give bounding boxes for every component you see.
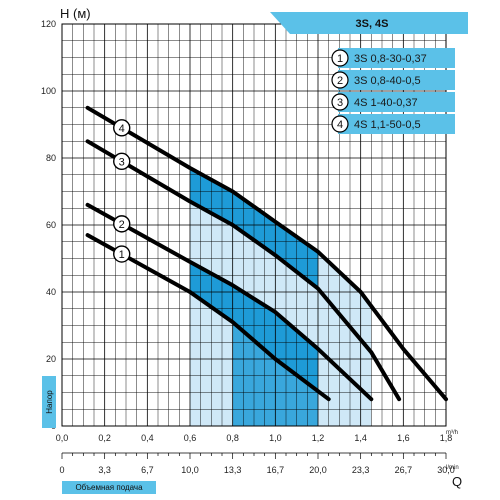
x2-tick-label: 6,7 <box>141 465 154 475</box>
legend-marker-circle <box>331 71 349 89</box>
series-line-2 <box>85 202 374 402</box>
x2-tick-label: 26,7 <box>395 465 413 475</box>
y-tick-label: 20 <box>46 354 56 364</box>
x-tick-label: 1,4 <box>354 433 367 443</box>
x2-tick-label: 0 <box>59 465 64 475</box>
legend-marker-label: 1 <box>337 53 343 65</box>
curve-markers: 1 2 3 4 <box>113 119 131 263</box>
legend-entry-label: 4S 1-40-0,37 <box>354 97 418 109</box>
x-tick-label: 0,6 <box>184 433 197 443</box>
x2-tick-label: 23,3 <box>352 465 370 475</box>
y-tick-label: 60 <box>46 220 56 230</box>
y-tick-label: 120 <box>41 19 56 29</box>
legend-entry-box <box>338 92 455 112</box>
x-tick-label: 1,0 <box>269 433 282 443</box>
title-banner <box>270 12 468 34</box>
x2-tick-label: 16,7 <box>267 465 285 475</box>
legend-marker-label: 3 <box>337 97 343 109</box>
series-line-3 <box>85 139 402 402</box>
legend-entry-label: 4S 1,1-50-0,5 <box>354 119 421 131</box>
y-tick-label: 80 <box>46 153 56 163</box>
x-tick-label: 0,2 <box>98 433 111 443</box>
x-tick-label: 1,8 <box>440 433 453 443</box>
legend-marker-label: 4 <box>337 119 343 131</box>
plot-frame <box>61 23 447 427</box>
legend-marker-label: 2 <box>337 75 343 87</box>
x-unit-label: m³/h <box>446 430 458 436</box>
curve-marker-label: 4 <box>119 123 125 135</box>
series-line-4 <box>85 105 448 402</box>
pump-curves <box>85 105 448 402</box>
x-tick-label: 1,2 <box>312 433 325 443</box>
legend-entry-label: 3S 0,8-30-0,37 <box>354 53 427 65</box>
legend-entry-box <box>338 114 455 134</box>
legend: 1 3S 0,8-30-0,37 2 3S 0,8-40-0,5 3 4S 1-40-0,… <box>331 48 455 134</box>
curve-marker-circle <box>113 152 131 171</box>
x-side-label: Объемная подача <box>75 483 143 492</box>
x2-tick-label: 13,3 <box>224 465 242 475</box>
curve-marker-label: 3 <box>119 156 125 168</box>
legend-marker-circle <box>331 93 349 111</box>
curve-marker-circle <box>113 119 131 137</box>
curve-marker-label: 1 <box>119 249 125 261</box>
x2-unit-label: l/min <box>446 465 459 471</box>
legend-entry-label: 3S 0,8-40-0,5 <box>354 75 421 87</box>
curve-marker-circle <box>113 245 131 263</box>
y-tick-label: 100 <box>41 86 56 96</box>
legend-marker-circle <box>331 115 349 133</box>
curve-marker-label: 2 <box>119 219 125 231</box>
curve-marker-circle <box>113 215 131 233</box>
y-axis-title: H (м) <box>60 6 91 21</box>
legend-entry-box <box>338 48 455 68</box>
x2-tick-label: 10,0 <box>181 465 199 475</box>
legend-marker-circle <box>331 49 349 67</box>
chart-title: 3S, 4S <box>355 18 388 30</box>
x-tick-label: 1,6 <box>397 433 410 443</box>
y-tick-label: 40 <box>46 287 56 297</box>
legend-entry-box <box>338 70 455 90</box>
x-tick-label: 0,0 <box>56 433 69 443</box>
x2-tick-label: 3,3 <box>98 465 111 475</box>
x-tick-label: 0,4 <box>141 433 154 443</box>
x-tick-label: 0,8 <box>226 433 239 443</box>
series-line-1 <box>85 233 331 402</box>
y-side-label: Напор <box>45 390 54 414</box>
x2-tick-label: 30,0 <box>437 465 455 475</box>
x-side-label-box <box>62 481 156 494</box>
x-axis-title: Q <box>452 474 462 489</box>
x2-tick-label: 20,0 <box>309 465 327 475</box>
operating-range-bands <box>190 168 372 426</box>
y-side-label-box <box>42 376 56 428</box>
